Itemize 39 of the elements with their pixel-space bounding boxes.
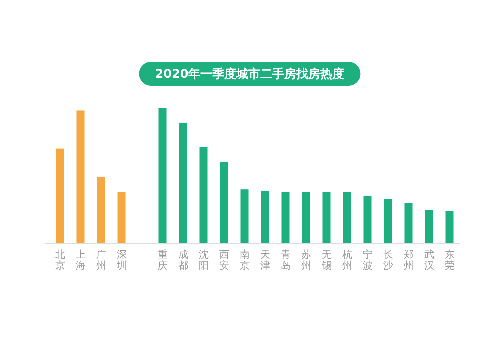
bar (200, 147, 208, 244)
x-tick-label: 上海 (76, 249, 86, 272)
x-tick-label: 南京 (240, 249, 250, 272)
chart-title: 2020年一季度城市二手房找房热度 (155, 67, 345, 81)
bar (240, 190, 249, 244)
x-tick-label: 青岛 (280, 249, 291, 272)
x-tick-label: 成都 (178, 249, 188, 272)
x-tick-label: 北京 (55, 249, 66, 272)
x-tick-label: 重庆 (158, 249, 168, 272)
x-tick-label: 深圳 (116, 249, 127, 272)
bar (158, 108, 167, 244)
x-tick-label: 杭州 (341, 249, 352, 272)
bar (261, 190, 270, 244)
bar (302, 192, 310, 244)
x-tick-label: 长沙 (383, 249, 394, 272)
x-tick-label: 西安 (219, 250, 230, 272)
bar (404, 203, 413, 244)
x-tick-label: 东莞 (444, 249, 455, 272)
bar (282, 192, 290, 244)
x-tick-label: 天津 (260, 250, 270, 272)
x-tick-label: 广州 (96, 249, 106, 272)
bar (364, 196, 372, 244)
bar (384, 199, 392, 244)
x-tick-label: 郑州 (404, 249, 414, 272)
bar (343, 192, 352, 244)
x-tick-label: 无锡 (320, 250, 332, 272)
bar (425, 210, 434, 244)
bar (322, 192, 331, 244)
bar (118, 192, 126, 244)
bar (56, 148, 64, 244)
x-tick-label: 沈阳 (198, 249, 209, 272)
bar (97, 177, 106, 244)
x-tick-label: 宁波 (362, 249, 373, 272)
x-tick-label: 武汉 (424, 249, 434, 272)
bar (446, 211, 454, 244)
bar (76, 110, 85, 244)
bar (179, 122, 188, 244)
bar (220, 162, 228, 244)
x-tick-label: 苏州 (301, 249, 312, 272)
